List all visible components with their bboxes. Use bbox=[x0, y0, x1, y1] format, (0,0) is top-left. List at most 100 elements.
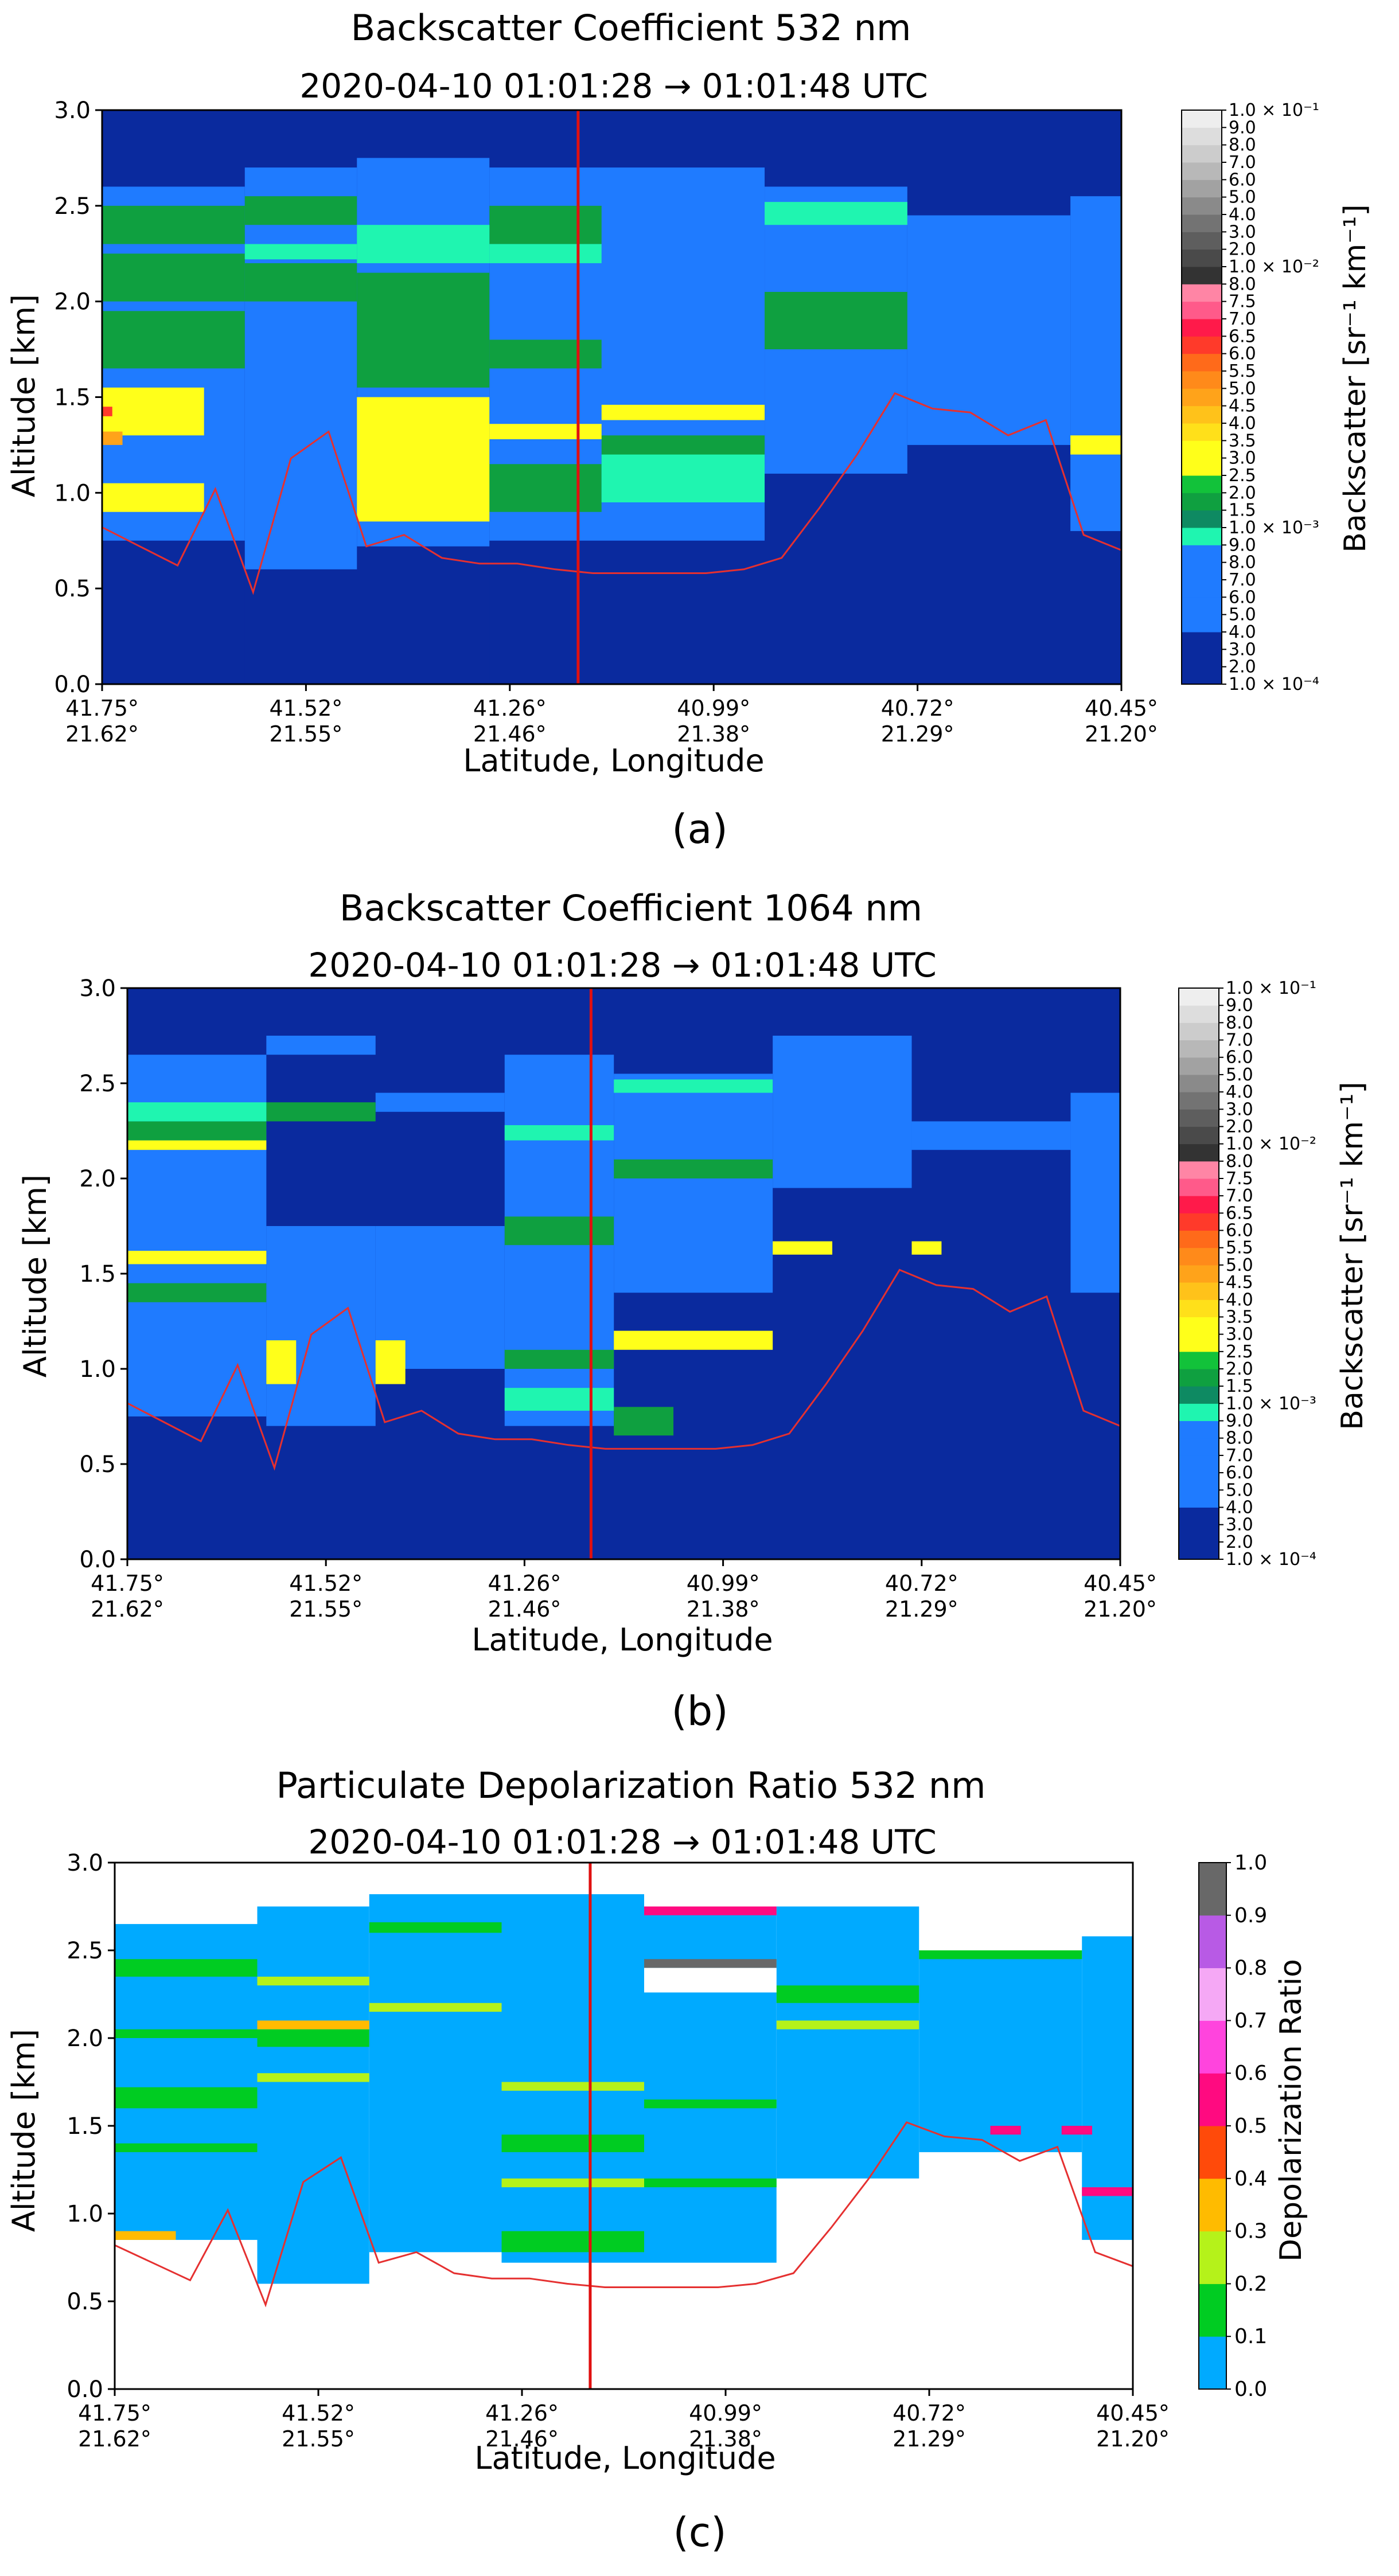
panel-0-colorbar-ticklabel-32: 9.0 bbox=[1229, 118, 1256, 138]
panel-2-cell-2 bbox=[369, 1894, 502, 2253]
panel-0-cell-34 bbox=[765, 202, 907, 225]
panel-1-colorbar-ticklabel-11: 2.0 bbox=[1226, 1359, 1253, 1379]
panel-1-cell-15 bbox=[614, 1159, 773, 1178]
panel-a-label: (a) bbox=[672, 806, 728, 853]
panel-0-colorbar-ticklabel-7: 8.0 bbox=[1229, 553, 1256, 573]
panel-1-colorbar-ticklabel-18: 5.5 bbox=[1226, 1238, 1253, 1258]
panel-0-ytick-label-4: 2.0 bbox=[54, 289, 91, 315]
panel-c-colorbar-label: Depolarization Ratio bbox=[1274, 1959, 1308, 2262]
panel-0-colorbar-seg-10 bbox=[1182, 493, 1222, 511]
panel-1-colorbar-ticklabel-12: 2.5 bbox=[1226, 1342, 1253, 1362]
panel-0-cell-37 bbox=[102, 431, 123, 445]
panel-2-colorbar-seg-3 bbox=[1199, 2178, 1226, 2232]
panel-0-colorbar-seg-21 bbox=[1182, 301, 1222, 319]
panel-1-colorbar-seg-4 bbox=[1179, 1473, 1219, 1490]
panel-2-xtick-lat-4: 40.72° bbox=[893, 2401, 966, 2426]
panel-0-xtick-lon-2: 21.46° bbox=[473, 721, 547, 747]
panel-1-cell-20 bbox=[614, 1079, 773, 1093]
panel-2-colorbar-ticklabel-6: 0.6 bbox=[1234, 2062, 1267, 2085]
panel-0-colorbar-ticklabel-4: 5.0 bbox=[1229, 605, 1256, 625]
panel-1-colorbar-seg-21 bbox=[1179, 1178, 1219, 1196]
panel-0-xtick-lat-5: 40.45° bbox=[1085, 696, 1158, 721]
panel-0-colorbar-seg-32 bbox=[1182, 110, 1222, 128]
panel-0-colorbar-ticklabel-31: 8.0 bbox=[1229, 135, 1256, 155]
panel-2-cell-18 bbox=[776, 1985, 919, 2003]
panel-0-colorbar-ticklabel-16: 4.5 bbox=[1229, 396, 1256, 416]
panel-0-colorbar-seg-23 bbox=[1182, 267, 1222, 284]
panel-1-cell-1 bbox=[266, 1036, 376, 1055]
panel-c-subtitle: 2020-04-10 01:01:28 → 01:01:48 UTC bbox=[308, 1822, 936, 1861]
panel-0-cell-35 bbox=[244, 244, 357, 260]
panel-1-cell-8 bbox=[911, 1121, 1071, 1150]
panel-1-cell-21 bbox=[127, 1251, 267, 1264]
panel-0-colorbar-ticklabel-6: 7.0 bbox=[1229, 570, 1256, 590]
panel-0-colorbar-seg-8 bbox=[1182, 528, 1222, 545]
panel-0-colorbar-seg-3 bbox=[1182, 614, 1222, 633]
panel-0-colorbar-ticklabel-33: 1.0 × 10⁻¹ bbox=[1229, 100, 1319, 120]
panel-1-colorbar-ticklabel-4: 5.0 bbox=[1226, 1480, 1253, 1500]
panel-2-cell-3 bbox=[501, 1894, 644, 2263]
panel-1-colorbar-ticklabel-20: 6.5 bbox=[1226, 1203, 1253, 1223]
panel-1-cell-10 bbox=[127, 1121, 267, 1141]
panel-0-cell-31 bbox=[489, 244, 602, 263]
panel-1-colorbar-ticklabel-1: 2.0 bbox=[1226, 1532, 1253, 1552]
panel-1-xtick-lon-2: 21.46° bbox=[488, 1597, 562, 1622]
panel-0-colorbar-seg-19 bbox=[1182, 336, 1222, 354]
panel-1-xtick-lat-3: 40.99° bbox=[687, 1571, 760, 1596]
panel-a-xlabel: Latitude, Longitude bbox=[463, 743, 764, 779]
panel-0-colorbar-ticklabel-22: 7.5 bbox=[1229, 292, 1256, 312]
panel-2-colorbar-ticklabel-10: 1.0 bbox=[1234, 1851, 1267, 1875]
panel-0-colorbar-ticklabel-18: 5.5 bbox=[1229, 361, 1256, 381]
panel-1-colorbar-ticklabel-33: 1.0 × 10⁻¹ bbox=[1226, 978, 1316, 998]
panel-2-cell-25 bbox=[776, 2020, 919, 2029]
panel-1-xtick-lon-0: 21.62° bbox=[91, 1597, 164, 1622]
panel-0-cell-15 bbox=[102, 253, 245, 302]
panel-1-colorbar-ticklabel-13: 3.0 bbox=[1226, 1325, 1253, 1345]
panel-2-cell-13 bbox=[369, 1922, 502, 1933]
panel-1-cell-24 bbox=[375, 1340, 406, 1384]
panel-0-cell-24 bbox=[765, 291, 907, 350]
panel-2-colorbar-seg-7 bbox=[1199, 1968, 1226, 2021]
panel-1-colorbar-seg-5 bbox=[1179, 1455, 1219, 1473]
panel-0-xtick-lat-0: 41.75° bbox=[65, 696, 139, 721]
panel-2-colorbar-ticklabel-3: 0.3 bbox=[1234, 2220, 1267, 2243]
panel-0-colorbar-ticklabel-20: 6.5 bbox=[1229, 326, 1256, 346]
panel-0-ytick-label-6: 3.0 bbox=[54, 97, 91, 124]
panel-0-xtick-lon-4: 21.29° bbox=[881, 721, 954, 747]
panel-2-cell-22 bbox=[369, 2003, 502, 2012]
panel-2-cell-21 bbox=[257, 2073, 369, 2082]
panel-2-xtick-lat-2: 41.26° bbox=[485, 2401, 559, 2426]
panel-0-colorbar-seg-25 bbox=[1182, 232, 1222, 250]
panel-2-xtick-lon-4: 21.29° bbox=[893, 2426, 966, 2452]
panel-1-ytick-label-1: 0.5 bbox=[79, 1451, 116, 1478]
panel-2-colorbar-seg-5 bbox=[1199, 2073, 1226, 2126]
panel-1-colorbar-seg-28 bbox=[1179, 1057, 1219, 1075]
panel-2-colorbar-ticklabel-0: 0.0 bbox=[1234, 2378, 1267, 2401]
panel-1-xtick-lon-3: 21.38° bbox=[687, 1597, 760, 1622]
panel-1-colorbar-seg-30 bbox=[1179, 1022, 1219, 1041]
panel-2-cell-31 bbox=[1082, 2187, 1133, 2196]
panel-0-xtick-lat-1: 41.52° bbox=[270, 696, 343, 721]
panel-0-cell-17 bbox=[244, 196, 357, 225]
panel-1-colorbar-seg-29 bbox=[1179, 1040, 1219, 1058]
panel-0-colorbar-seg-18 bbox=[1182, 353, 1222, 372]
panel-1-colorbar-ticklabel-26: 3.0 bbox=[1226, 1099, 1253, 1119]
panel-1-colorbar-ticklabel-32: 9.0 bbox=[1226, 996, 1253, 1016]
panel-0-ytick-label-1: 0.5 bbox=[54, 576, 91, 602]
panel-1-colorbar-ticklabel-25: 2.0 bbox=[1226, 1117, 1253, 1137]
panel-1-cell-9 bbox=[1070, 1092, 1120, 1293]
panel-2-cell-14 bbox=[501, 2134, 644, 2152]
panel-0-cell-26 bbox=[102, 483, 204, 512]
panel-0-colorbar-ticklabel-13: 3.0 bbox=[1229, 448, 1256, 469]
panel-1-xtick-lat-4: 40.72° bbox=[885, 1571, 958, 1596]
panel-1-colorbar-seg-11 bbox=[1179, 1351, 1219, 1369]
panel-c-plot: 0.00.51.01.52.02.53.041.75°21.62°41.52°2… bbox=[67, 1850, 1267, 2452]
panel-2-terrain-line bbox=[114, 2121, 1133, 2308]
panel-1-colorbar-seg-2 bbox=[1179, 1507, 1219, 1525]
panel-2-colorbar-seg-4 bbox=[1199, 2126, 1226, 2179]
panel-0-colorbar-seg-29 bbox=[1182, 162, 1222, 180]
panel-2-colorbar-seg-9 bbox=[1199, 1863, 1226, 1916]
panel-c: Particulate Depolarization Ratio 532 nm … bbox=[6, 1765, 1308, 2556]
panel-0-colorbar-ticklabel-12: 2.5 bbox=[1229, 466, 1256, 486]
panel-1-colorbar-seg-16 bbox=[1179, 1264, 1219, 1283]
